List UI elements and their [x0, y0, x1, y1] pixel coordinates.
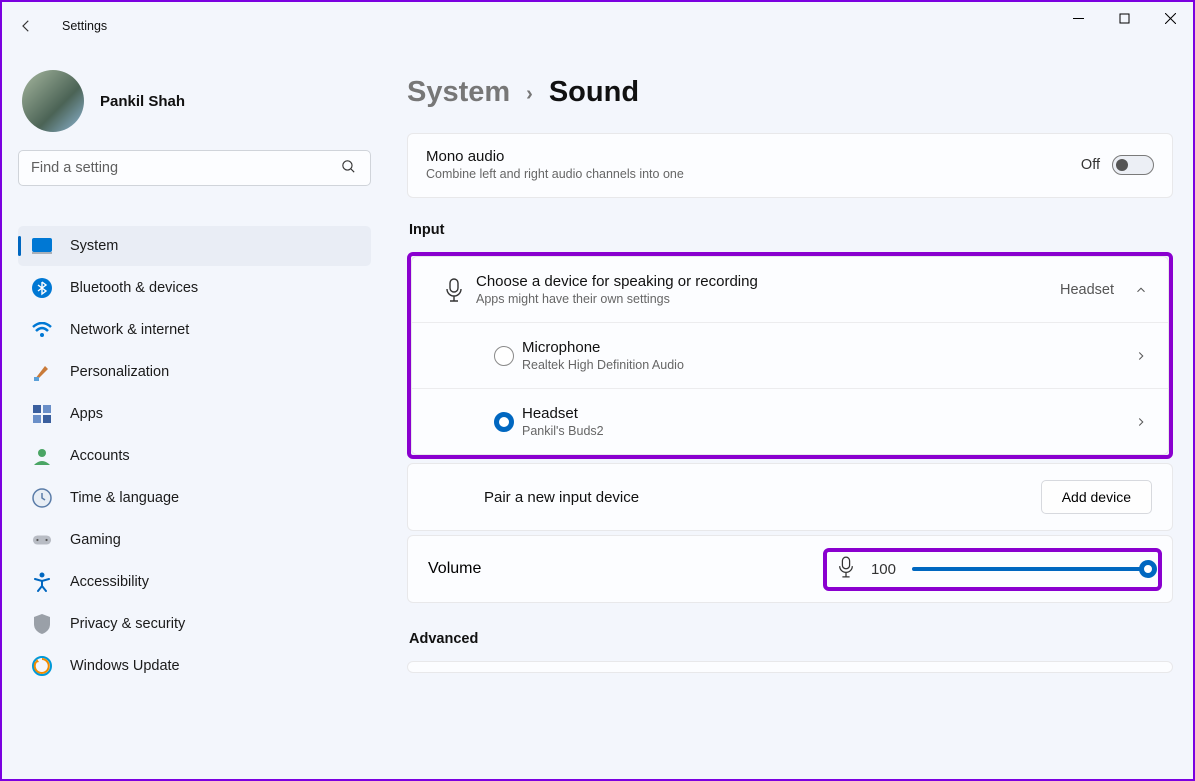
system-icon — [32, 236, 52, 256]
wifi-icon — [32, 320, 52, 340]
row-subtitle: Apps might have their own settings — [476, 292, 758, 306]
device-subtitle: Realtek High Definition Audio — [522, 358, 684, 372]
minimize-button[interactable] — [1055, 2, 1101, 34]
sidebar-item-time[interactable]: Time & language — [18, 478, 371, 518]
sidebar-item-label: Apps — [70, 406, 103, 422]
volume-slider[interactable] — [912, 567, 1148, 571]
card-title: Mono audio — [426, 148, 684, 165]
chevron-up-icon — [1134, 283, 1148, 297]
nav-list: System Bluetooth & devices Network & int… — [18, 226, 371, 686]
gamepad-icon — [32, 530, 52, 550]
row-title: Pair a new input device — [484, 489, 639, 506]
device-title: Headset — [522, 405, 604, 422]
app-title: Settings — [62, 19, 107, 33]
page-title: Sound — [549, 76, 639, 109]
bluetooth-icon — [32, 278, 52, 298]
sidebar-item-network[interactable]: Network & internet — [18, 310, 371, 350]
mono-audio-card[interactable]: Mono audio Combine left and right audio … — [407, 133, 1173, 198]
close-button[interactable] — [1147, 2, 1193, 34]
sidebar-item-accounts[interactable]: Accounts — [18, 436, 371, 476]
sidebar-item-system[interactable]: System — [18, 226, 371, 266]
maximize-button[interactable] — [1101, 2, 1147, 34]
sidebar-item-label: Network & internet — [70, 322, 189, 338]
input-device-headset[interactable]: Headset Pankil's Buds2 — [412, 388, 1168, 454]
row-title: Choose a device for speaking or recordin… — [476, 273, 758, 290]
microphone-icon — [837, 556, 855, 583]
input-device-microphone[interactable]: Microphone Realtek High Definition Audio — [412, 322, 1168, 388]
shield-icon — [32, 614, 52, 634]
person-icon — [32, 446, 52, 466]
choose-device-row[interactable]: Choose a device for speaking or recordin… — [412, 257, 1168, 322]
chevron-right-icon — [1134, 415, 1148, 429]
sidebar-item-label: Bluetooth & devices — [70, 280, 198, 296]
radio-selected-icon[interactable] — [494, 412, 514, 432]
apps-icon — [32, 404, 52, 424]
microphone-icon — [432, 278, 476, 302]
update-icon — [32, 656, 52, 676]
radio-unselected-icon[interactable] — [494, 346, 514, 366]
sidebar: Pankil Shah System Bluetooth & devices N… — [2, 50, 387, 779]
sidebar-item-gaming[interactable]: Gaming — [18, 520, 371, 560]
breadcrumb-parent[interactable]: System — [407, 76, 510, 109]
clock-icon — [32, 488, 52, 508]
user-name: Pankil Shah — [100, 93, 185, 110]
selected-device-label: Headset — [1060, 282, 1114, 298]
advanced-panel[interactable] — [407, 661, 1173, 673]
device-title: Microphone — [522, 339, 684, 356]
sidebar-item-label: Accessibility — [70, 574, 149, 590]
main-content: System › Sound Mono audio Combine left a… — [387, 50, 1193, 779]
search-icon — [340, 158, 357, 180]
sidebar-item-label: Personalization — [70, 364, 169, 380]
highlight-input-devices: Choose a device for speaking or recordin… — [407, 252, 1173, 459]
sidebar-item-label: Windows Update — [70, 658, 180, 674]
sidebar-item-privacy[interactable]: Privacy & security — [18, 604, 371, 644]
section-label-advanced: Advanced — [409, 631, 1173, 647]
pair-device-row: Pair a new input device Add device — [408, 464, 1172, 530]
device-subtitle: Pankil's Buds2 — [522, 424, 604, 438]
sidebar-item-personalization[interactable]: Personalization — [18, 352, 371, 392]
titlebar: Settings — [2, 2, 1193, 50]
section-label-input: Input — [409, 222, 1173, 238]
avatar — [22, 70, 84, 132]
sidebar-item-label: System — [70, 238, 118, 254]
back-button[interactable] — [10, 10, 42, 42]
highlight-volume: 100 — [823, 548, 1162, 591]
sidebar-item-label: Accounts — [70, 448, 130, 464]
brush-icon — [32, 362, 52, 382]
slider-thumb[interactable] — [1139, 560, 1157, 578]
sidebar-item-label: Privacy & security — [70, 616, 185, 632]
user-profile[interactable]: Pankil Shah — [22, 70, 371, 132]
mono-audio-toggle[interactable] — [1112, 155, 1154, 175]
sidebar-item-update[interactable]: Windows Update — [18, 646, 371, 686]
add-device-button[interactable]: Add device — [1041, 480, 1152, 514]
row-title: Volume — [428, 560, 481, 578]
sidebar-item-bluetooth[interactable]: Bluetooth & devices — [18, 268, 371, 308]
sidebar-item-apps[interactable]: Apps — [18, 394, 371, 434]
accessibility-icon — [32, 572, 52, 592]
chevron-right-icon: › — [526, 83, 533, 106]
search-input[interactable] — [18, 150, 371, 186]
chevron-right-icon — [1134, 349, 1148, 363]
toggle-state-label: Off — [1081, 157, 1100, 173]
breadcrumb: System › Sound — [407, 76, 1173, 109]
volume-value: 100 — [871, 561, 896, 578]
card-subtitle: Combine left and right audio channels in… — [426, 167, 684, 181]
sidebar-item-accessibility[interactable]: Accessibility — [18, 562, 371, 602]
sidebar-item-label: Gaming — [70, 532, 121, 548]
sidebar-item-label: Time & language — [70, 490, 179, 506]
